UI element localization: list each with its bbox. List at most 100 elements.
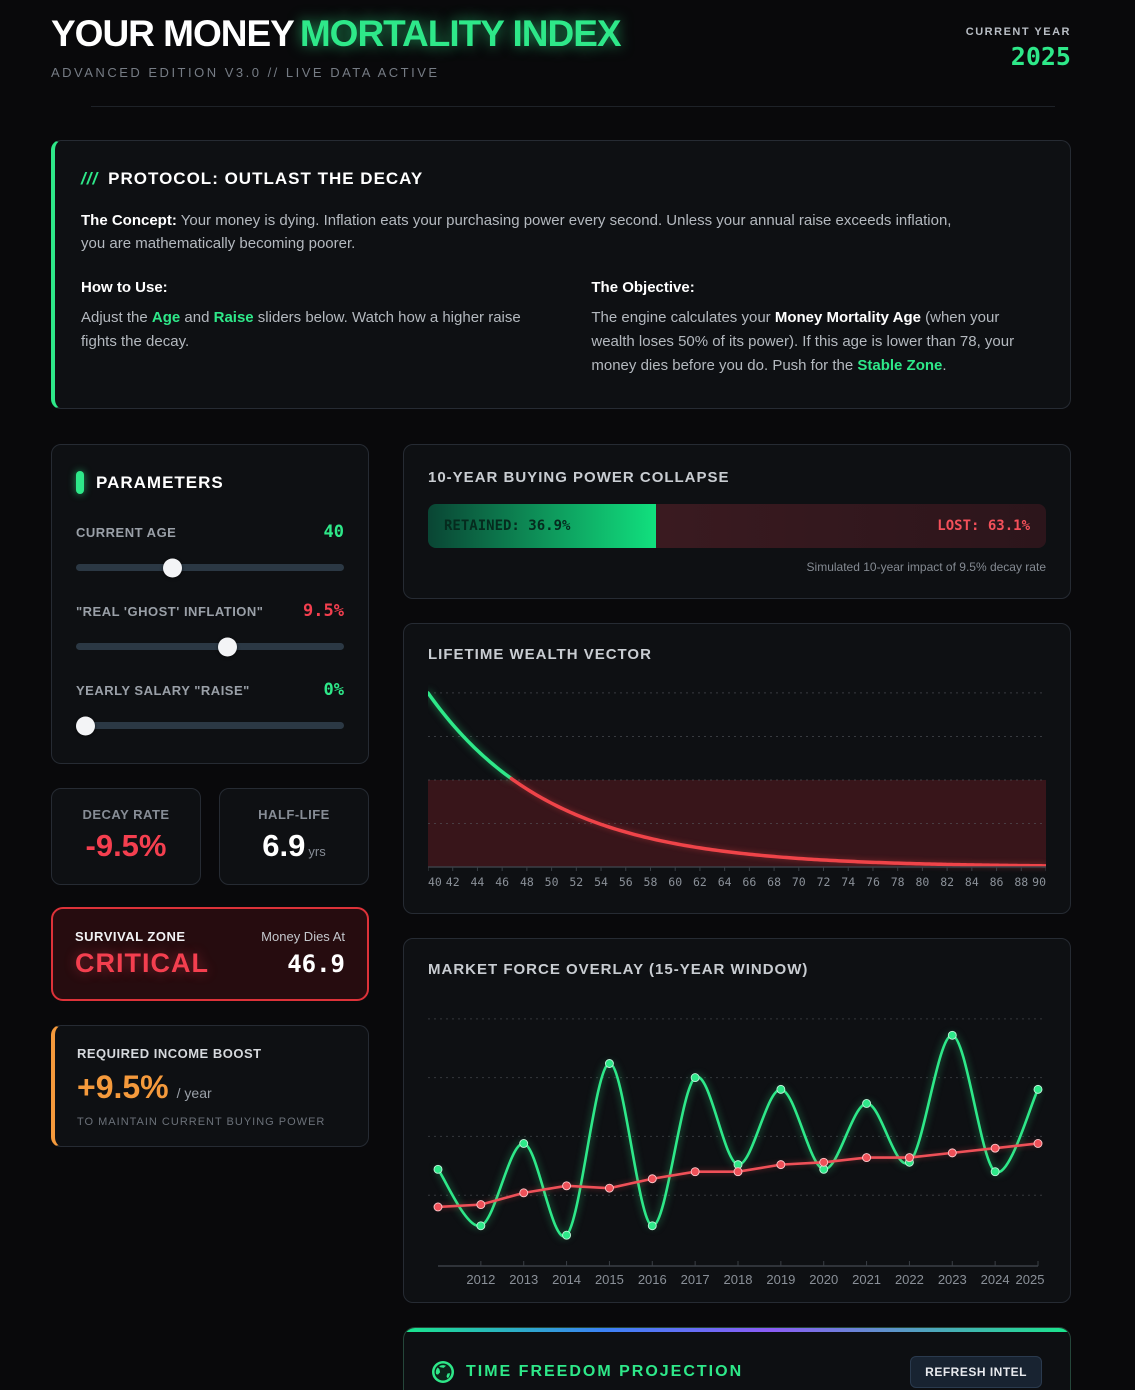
x-tick-label: 56 <box>619 875 633 889</box>
x-tick-label: 2014 <box>552 1272 581 1287</box>
market-force-point <box>690 1073 700 1083</box>
half-life-value: 6.9 yrs <box>262 828 326 864</box>
inflation-baseline-point <box>647 1174 657 1184</box>
inflation-slider-track[interactable] <box>76 637 344 657</box>
inflation-slider-label: "REAL 'GHOST' INFLATION" <box>76 604 264 620</box>
inflation-baseline-point <box>1033 1139 1043 1149</box>
inflation-baseline-point <box>990 1143 1000 1153</box>
buying-power-caption: Simulated 10-year impact of 9.5% decay r… <box>806 560 1046 575</box>
x-tick-label: 2013 <box>509 1272 538 1287</box>
x-tick-label: 2023 <box>938 1272 967 1287</box>
x-tick-label: 50 <box>545 875 559 889</box>
survival-zone-panel: SURVIVAL ZONE CRITICAL Money Dies At 46.… <box>51 907 369 1002</box>
inflation-baseline-point <box>690 1167 700 1177</box>
header-divider <box>91 105 1055 107</box>
market-force-point <box>947 1031 957 1040</box>
inflation-baseline-point <box>604 1183 614 1193</box>
market-force-point <box>1033 1085 1043 1095</box>
decay-rate-label: DECAY RATE <box>82 807 170 823</box>
x-tick-label: 72 <box>817 875 831 889</box>
raise-slider-group: YEARLY SALARY "RAISE" 0% <box>76 680 344 736</box>
x-tick-label: 76 <box>866 875 880 889</box>
x-tick-label: 40 <box>428 875 442 889</box>
market-force-point <box>476 1221 486 1231</box>
x-tick-label: 86 <box>990 875 1004 889</box>
inflation-baseline-point <box>433 1202 443 1212</box>
x-tick-label: 42 <box>446 875 460 889</box>
x-tick-label: 2022 <box>895 1272 924 1287</box>
market-force-panel: MARKET FORCE OVERLAY (15-YEAR WINDOW) 20… <box>403 938 1071 1304</box>
x-tick-label: 70 <box>792 875 806 889</box>
current-year-value: 2025 <box>1010 42 1071 71</box>
parameters-panel: PARAMETERS CURRENT AGE 40 "REAL 'GHOST' … <box>51 444 369 765</box>
x-tick-label: 52 <box>569 875 583 889</box>
x-tick-label: 68 <box>767 875 781 889</box>
income-boost-value: +9.5% <box>77 1069 169 1106</box>
x-tick-label: 2012 <box>466 1272 495 1287</box>
age-slider-track[interactable] <box>76 558 344 578</box>
x-tick-label: 66 <box>742 875 756 889</box>
x-tick-label: 48 <box>520 875 534 889</box>
market-force-point <box>647 1221 657 1231</box>
x-tick-label: 78 <box>891 875 905 889</box>
market-force-point <box>519 1139 529 1149</box>
x-tick-label: 54 <box>594 875 608 889</box>
lifetime-wealth-panel: LIFETIME WEALTH VECTOR 40 42 44 46 48 50 52 54 5… <box>403 623 1071 915</box>
market-force-point <box>604 1059 614 1069</box>
age-slider-group: CURRENT AGE 40 <box>76 522 344 578</box>
x-tick-label: 2024 <box>981 1272 1010 1287</box>
inflation-slider-value: 9.5% <box>303 601 344 622</box>
market-force-line <box>436 1034 1040 1238</box>
x-tick-label: 2019 <box>766 1272 795 1287</box>
market-force-point <box>433 1165 443 1174</box>
decay-rate-value: -9.5% <box>85 828 167 864</box>
x-tick-label: 58 <box>644 875 658 889</box>
raise-slider-track[interactable] <box>76 716 344 736</box>
market-force-point <box>776 1085 786 1095</box>
protocol-panel: /// PROTOCOL: OUTLAST THE DECAY The Conc… <box>51 139 1071 410</box>
inflation-slider-group: "REAL 'GHOST' INFLATION" 9.5% <box>76 601 344 657</box>
market-force-chart: 2012 2013 2014 2015 2016 2017 2018 2019 2020 2021… <box>428 1018 1046 1287</box>
inflation-baseline-point <box>476 1200 486 1210</box>
accent-pill-icon <box>76 471 84 495</box>
market-force-point <box>562 1230 572 1240</box>
buying-power-title: 10-YEAR BUYING POWER COLLAPSE <box>428 469 730 487</box>
lifetime-wealth-chart: 40 42 44 46 48 50 52 54 56 58 60 62 64 66 68 70 72 74 76 78… <box>428 691 1046 889</box>
protocol-title: PROTOCOL: OUTLAST THE DECAY <box>108 168 424 188</box>
age-slider-thumb[interactable] <box>163 558 183 578</box>
x-tick-label: 80 <box>915 875 929 889</box>
age-slider-label: CURRENT AGE <box>76 525 177 541</box>
inflation-baseline-point <box>519 1188 529 1198</box>
x-tick-label: 60 <box>668 875 682 889</box>
x-tick-label: 2020 <box>809 1272 838 1287</box>
gradient-topbar <box>404 1328 1070 1333</box>
x-tick-label: 2017 <box>681 1272 710 1287</box>
how-to-use-block: How to Use: Adjust the Age and Raise sli… <box>81 279 521 351</box>
half-life-stat: HALF-LIFE 6.9 yrs <box>219 788 369 886</box>
retained-segment: RETAINED: 36.9% <box>428 504 657 549</box>
refresh-intel-button[interactable]: REFRESH INTEL <box>910 1356 1042 1389</box>
inflation-baseline-point <box>904 1153 914 1163</box>
current-year-label: CURRENT YEAR <box>965 26 1071 38</box>
concept-text: The Concept: Your money is dying. Inflat… <box>81 211 952 252</box>
x-tick-label: 88 <box>1014 875 1028 889</box>
inflation-slider-thumb[interactable] <box>217 637 237 657</box>
inflation-baseline-point <box>562 1181 572 1191</box>
raise-slider-thumb[interactable] <box>76 716 95 736</box>
wealth-curve-decayed <box>509 777 1046 868</box>
decay-rate-stat: DECAY RATE -9.5% <box>51 788 201 886</box>
page-title: YOUR MONEY MORTALITY INDEX <box>51 13 622 54</box>
x-tick-label: 2021 <box>852 1272 881 1287</box>
objective-block: The Objective: The engine calculates you… <box>591 279 1015 375</box>
x-tick-label: 82 <box>940 875 954 889</box>
buying-power-panel: 10-YEAR BUYING POWER COLLAPSE RETAINED: … <box>403 444 1071 600</box>
market-force-title: MARKET FORCE OVERLAY (15-YEAR WINDOW) <box>428 961 809 979</box>
x-tick-label: 90 <box>1032 875 1046 889</box>
income-boost-panel: REQUIRED INCOME BOOST +9.5% / year TO MA… <box>51 1025 369 1148</box>
market-force-point <box>862 1099 872 1109</box>
x-tick-label: 44 <box>471 875 485 889</box>
wealth-curve-healthy <box>428 691 514 781</box>
inflation-baseline-point <box>776 1160 786 1170</box>
age-slider-value: 40 <box>323 522 344 543</box>
